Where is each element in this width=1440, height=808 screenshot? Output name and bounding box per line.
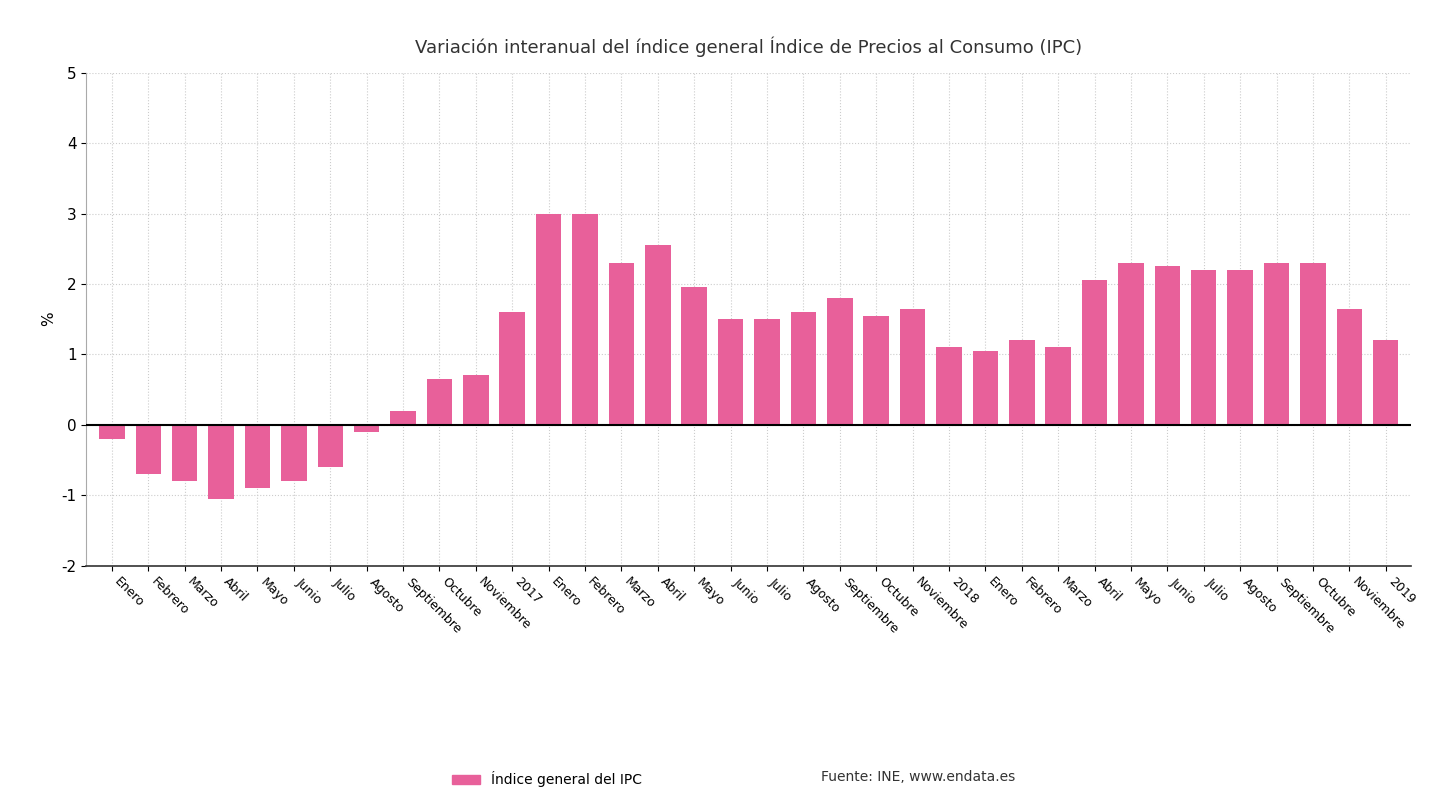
Bar	[609, 263, 634, 425]
Bar	[536, 213, 562, 425]
Bar	[99, 425, 125, 439]
Bar	[755, 319, 779, 425]
Bar	[1009, 340, 1034, 425]
Bar	[209, 425, 233, 499]
Bar	[572, 213, 598, 425]
Bar	[1081, 280, 1107, 425]
Bar	[1119, 263, 1143, 425]
Title: Variación interanual del índice general Índice de Precios al Consumo (IPC): Variación interanual del índice general …	[415, 37, 1083, 57]
Bar	[281, 425, 307, 481]
Bar	[719, 319, 743, 425]
Bar	[681, 288, 707, 425]
Bar	[500, 312, 526, 425]
Bar	[1155, 267, 1181, 425]
Bar	[972, 351, 998, 425]
Text: Fuente: INE, www.endata.es: Fuente: INE, www.endata.es	[821, 770, 1015, 784]
Bar	[1372, 340, 1398, 425]
Bar	[464, 376, 488, 425]
Bar	[791, 312, 816, 425]
Bar	[864, 316, 888, 425]
Y-axis label: %: %	[40, 312, 56, 326]
Bar	[171, 425, 197, 481]
Bar	[1227, 270, 1253, 425]
Bar	[354, 425, 379, 431]
Bar	[135, 425, 161, 474]
Bar	[1300, 263, 1326, 425]
Bar	[245, 425, 271, 488]
Bar	[827, 298, 852, 425]
Bar	[1045, 347, 1071, 425]
Bar	[390, 410, 416, 425]
Bar	[900, 309, 926, 425]
Bar	[1264, 263, 1289, 425]
Bar	[936, 347, 962, 425]
Bar	[645, 246, 671, 425]
Bar	[426, 379, 452, 425]
Legend: Índice general del IPC: Índice general del IPC	[446, 766, 648, 793]
Bar	[1336, 309, 1362, 425]
Bar	[1191, 270, 1217, 425]
Bar	[317, 425, 343, 467]
